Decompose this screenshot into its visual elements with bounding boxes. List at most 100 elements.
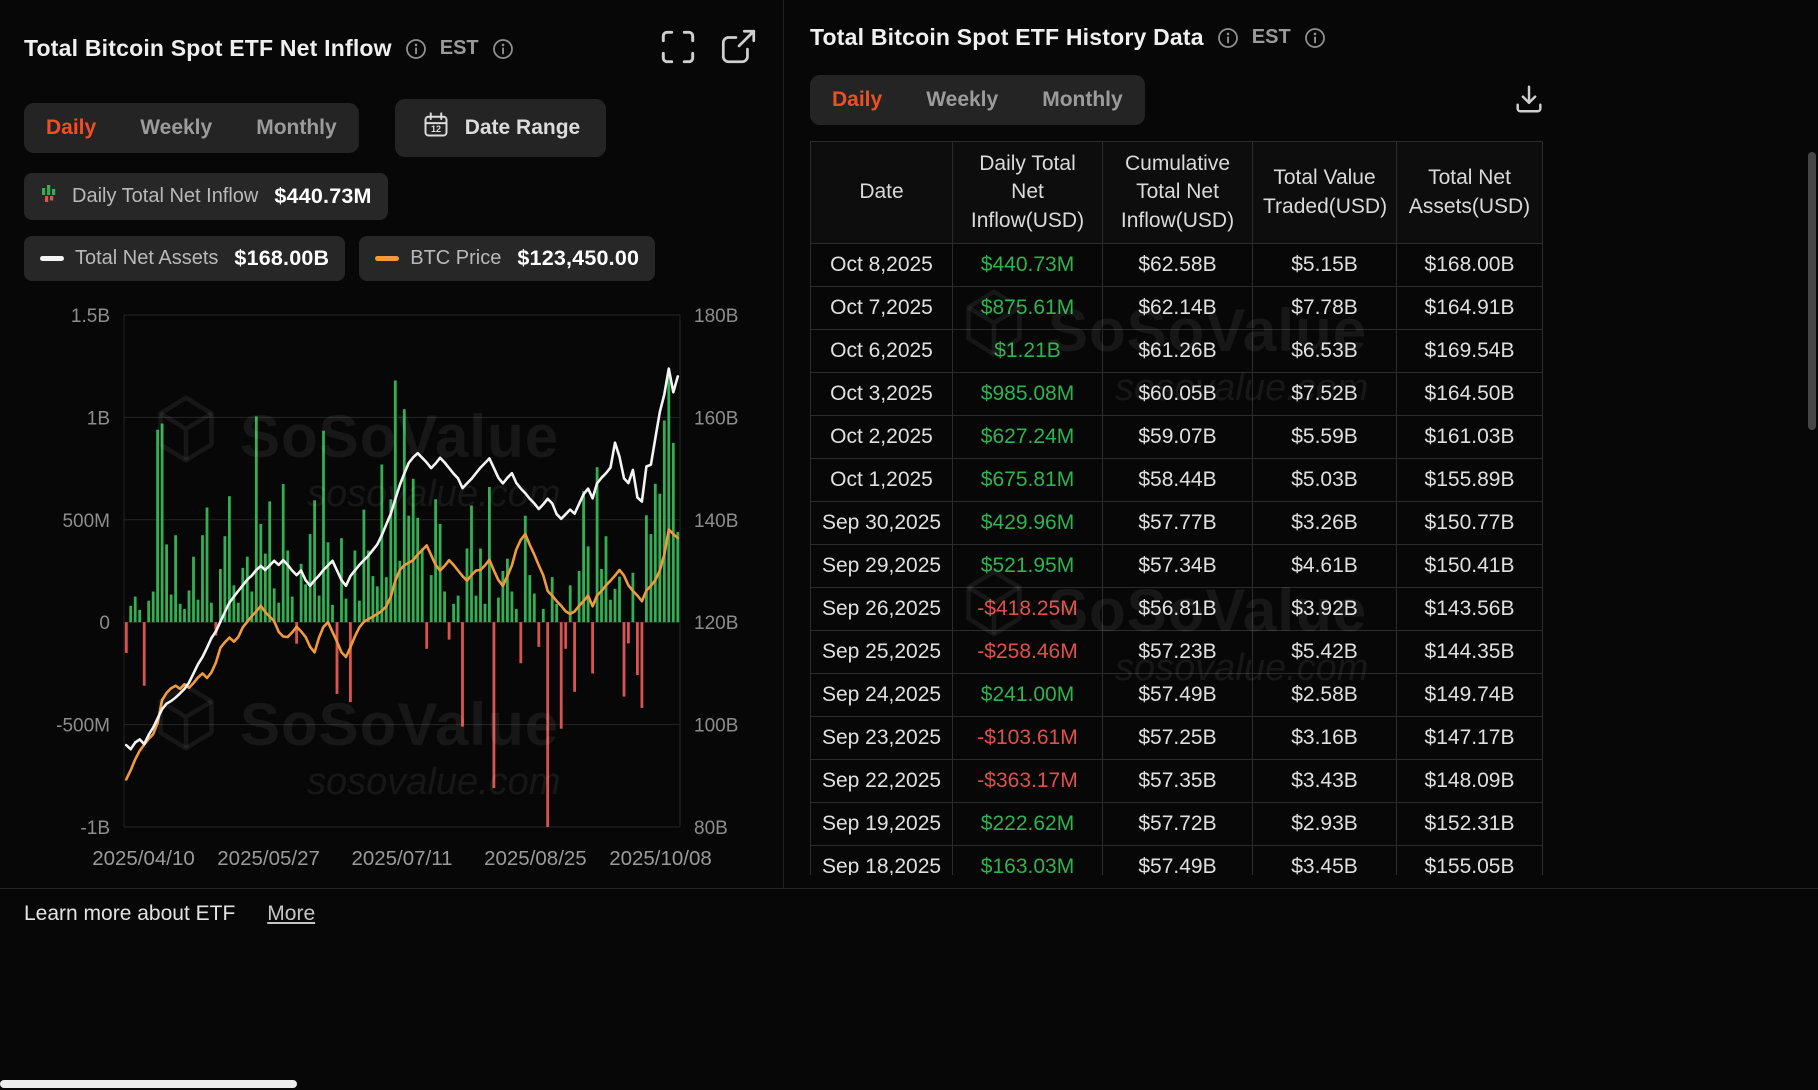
info-icon[interactable] [1304,27,1326,49]
chart-area: 1.5B 180B 1B 160B 500M 140B 0 120B -500M 100B -1B 8… [24,293,759,882]
svg-text:-1B: -1B [80,818,110,839]
svg-text:120B: 120B [694,613,738,634]
date-range-label: Date Range [464,116,581,139]
date-cell: Sep 19,2025 [810,802,953,847]
legend-label: BTC Price [410,247,502,269]
svg-text:2025/04/10: 2025/04/10 [92,847,195,870]
table-row: Sep 23,2025 -$103.61M $57.25B $3.16B $147.17… [810,716,1543,761]
cumulative-inflow-cell: $59.07B [1102,415,1253,460]
date-cell: Oct 8,2025 [810,243,953,288]
net-assets-cell: $161.03B [1396,415,1543,460]
daily-inflow-cell: $440.73M [952,243,1103,288]
value-traded-cell: $5.59B [1252,415,1397,460]
daily-inflow-cell: $241.00M [952,673,1103,718]
cumulative-inflow-cell: $60.05B [1102,372,1253,417]
date-cell: Sep 29,2025 [810,544,953,589]
svg-text:12: 12 [431,124,441,134]
est-timezone-label: EST [439,37,479,59]
value-traded-cell: $7.52B [1252,372,1397,417]
download-button[interactable] [1512,82,1546,119]
cumulative-inflow-cell: $57.35B [1102,759,1253,804]
info-icon[interactable] [405,38,427,60]
svg-text:160B: 160B [694,408,738,429]
table-row: Sep 24,2025 $241.00M $57.49B $2.58B $149.74B [810,673,1543,718]
net-assets-cell: $155.05B [1396,845,1543,875]
etf-net-inflow-chart: 1.5B 180B 1B 160B 500M 140B 0 120B -500M 100B -1B 8… [56,306,738,870]
column-header: Date [810,141,953,245]
legend-label: Daily Total Net Inflow [72,185,259,207]
date-cell: Oct 1,2025 [810,458,953,503]
value-traded-cell: $3.92B [1252,587,1397,632]
share-button[interactable] [717,26,759,71]
legend-btc-price[interactable]: BTC Price $123,450.00 [359,236,656,281]
vertical-scrollbar[interactable] [1808,152,1816,430]
svg-text:1.5B: 1.5B [71,306,110,327]
fullscreen-button[interactable] [657,26,699,71]
net-inflow-chart-panel: Total Bitcoin Spot ETF Net Inflow EST [0,0,783,888]
tab-daily[interactable]: Daily [24,103,118,153]
est-timezone-label: EST [1251,26,1291,48]
column-header: Total Net Assets(USD) [1396,141,1543,245]
svg-text:500M: 500M [62,511,110,532]
cumulative-inflow-cell: $57.34B [1102,544,1253,589]
daily-inflow-cell: $875.61M [952,286,1103,331]
svg-text:80B: 80B [694,818,728,839]
fullscreen-icon [657,26,699,71]
date-cell: Sep 26,2025 [810,587,953,632]
daily-inflow-cell: $675.81M [952,458,1103,503]
tab-monthly[interactable]: Monthly [1020,75,1144,125]
value-traded-cell: $3.26B [1252,501,1397,546]
svg-text:100B: 100B [694,716,738,737]
footer: Learn more about ETF More [0,888,1818,939]
cumulative-inflow-cell: $56.81B [1102,587,1253,632]
cumulative-inflow-cell: $62.58B [1102,243,1253,288]
tab-weekly[interactable]: Weekly [118,103,234,153]
legend-row-2: Total Net Assets $168.00B BTC Price $123… [24,236,759,281]
table-row: Oct 1,2025 $675.81M $58.44B $5.03B $155.89B [810,458,1543,503]
value-traded-cell: $3.45B [1252,845,1397,875]
history-title: Total Bitcoin Spot ETF History Data [810,24,1204,50]
value-traded-cell: $7.78B [1252,286,1397,331]
main-content: Total Bitcoin Spot ETF Net Inflow EST [0,0,1550,888]
tab-monthly[interactable]: Monthly [234,103,358,153]
cumulative-inflow-cell: $57.72B [1102,802,1253,847]
footer-more-link[interactable]: More [267,902,316,925]
legend-daily-net-inflow[interactable]: Daily Total Net Inflow $440.73M [24,173,388,220]
value-traded-cell: $6.53B [1252,329,1397,374]
svg-text:1B: 1B [87,408,110,429]
table-row: Oct 6,2025 $1.21B $61.26B $6.53B $169.54B [810,329,1543,374]
history-table-body: Oct 8,2025 $440.73M $62.58B $5.15B $168.00B O… [810,243,1543,875]
history-table-container: Date Daily Total Net Inflow(USD) Cumulativ… [810,141,1550,875]
daily-inflow-cell: $985.08M [952,372,1103,417]
table-row: Oct 7,2025 $875.61M $62.14B $7.78B $164.91B [810,286,1543,331]
info-icon[interactable] [492,38,514,60]
net-assets-cell: $148.09B [1396,759,1543,804]
tab-daily[interactable]: Daily [810,75,904,125]
net-assets-cell: $164.91B [1396,286,1543,331]
value-traded-cell: $2.93B [1252,802,1397,847]
value-traded-cell: $2.58B [1252,673,1397,718]
legend-value: $168.00B [234,246,330,270]
column-header: Daily Total Net Inflow(USD) [952,141,1103,245]
cumulative-inflow-cell: $61.26B [1102,329,1253,374]
legend-total-net-assets[interactable]: Total Net Assets $168.00B [24,236,346,281]
chart-controls: Daily Weekly Monthly 12 Date Range [24,99,759,157]
date-cell: Sep 22,2025 [810,759,953,804]
table-header-row: Date Daily Total Net Inflow(USD) Cumulativ… [810,141,1543,245]
table-row: Oct 2,2025 $627.24M $59.07B $5.59B $161.03B [810,415,1543,460]
net-assets-cell: $147.17B [1396,716,1543,761]
value-traded-cell: $5.03B [1252,458,1397,503]
legend-row-1: Daily Total Net Inflow $440.73M [24,173,759,220]
date-range-button[interactable]: 12 Date Range [394,99,607,157]
horizontal-scrollbar[interactable] [0,1080,297,1088]
tab-weekly[interactable]: Weekly [904,75,1020,125]
table-row: Sep 25,2025 -$258.46M $57.23B $5.42B $144.35… [810,630,1543,675]
table-row: Sep 26,2025 -$418.25M $56.81B $3.92B $143.56… [810,587,1543,632]
info-icon[interactable] [1217,27,1239,49]
value-traded-cell: $3.43B [1252,759,1397,804]
history-period-tabs: Daily Weekly Monthly [810,75,1145,125]
chart-title: Total Bitcoin Spot ETF Net Inflow [24,35,392,61]
svg-text:-500M: -500M [56,716,110,737]
svg-text:180B: 180B [694,306,738,327]
svg-text:2025/08/25: 2025/08/25 [484,847,587,870]
